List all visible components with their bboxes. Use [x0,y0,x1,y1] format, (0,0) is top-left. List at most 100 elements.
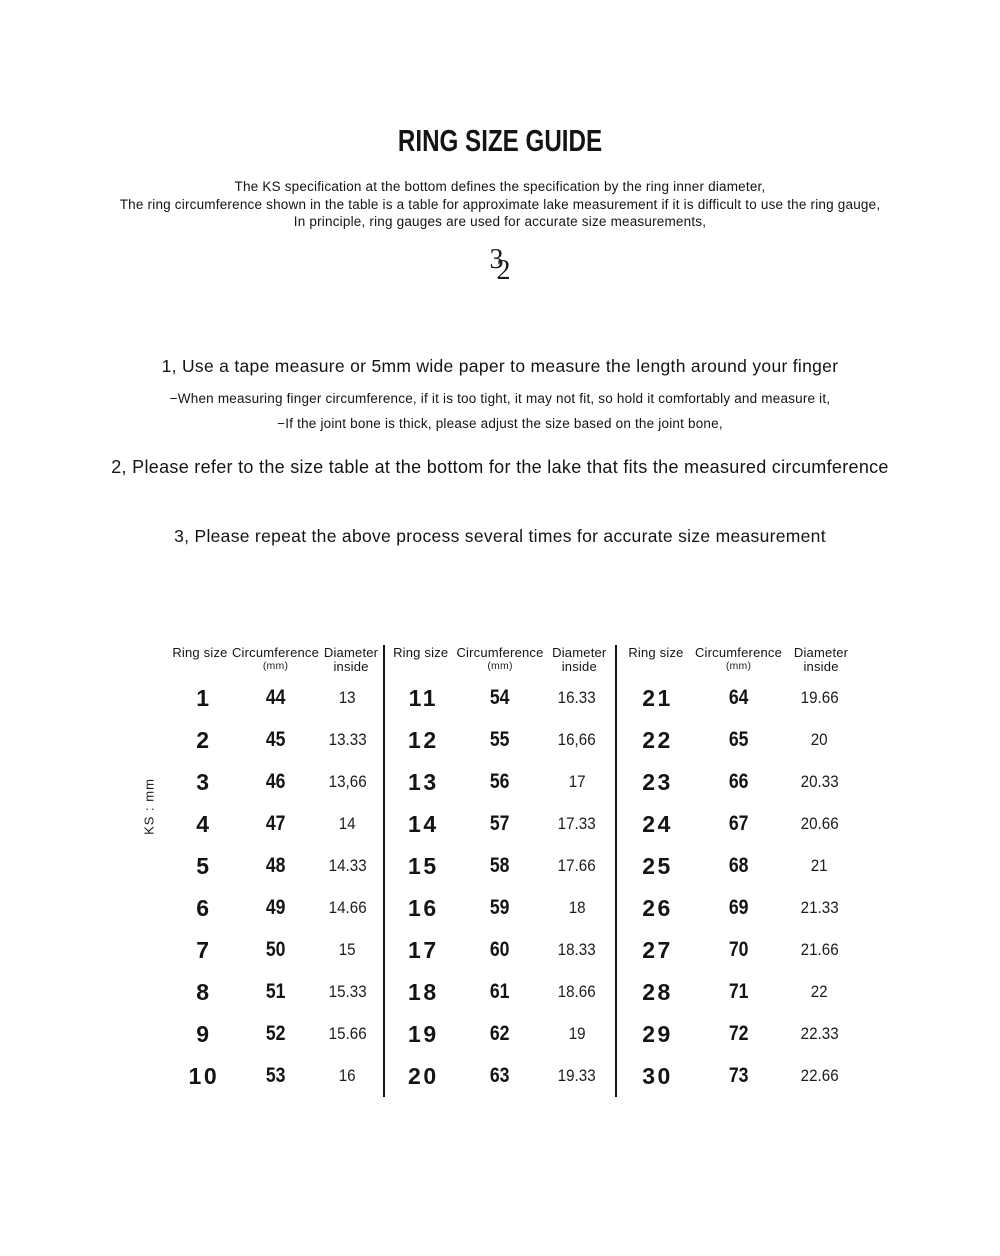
ring-size-value: 30 [642,1062,673,1089]
table-row: 7 50 15 [168,929,383,971]
table-row: 17 60 18.33 [385,929,615,971]
table-row: 26 69 21.33 [617,887,860,929]
circumference-value: 52 [265,1022,286,1045]
diameter-value: 18.33 [557,940,596,959]
ring-size-value: 16 [408,894,439,921]
ring-size-value: 18 [408,978,439,1005]
circumference-value: 70 [728,938,749,961]
table-group-1-10: Ring size Circumference (mm) Diameter in… [168,645,385,1097]
diameter-value: 20.33 [800,772,839,791]
table-rows: 1 44 13 2 45 13.33 3 46 13,66 4 47 14 5 … [168,677,383,1097]
col-header-label: Ring size [172,645,228,660]
step-2-text: 2, Please refer to the size table at the… [111,457,889,477]
ring-size-value: 21 [642,684,673,711]
table-row: 1 44 13 [168,677,383,719]
unit-label-ks-mm: KS : mm [141,778,157,835]
circumference-value: 69 [728,896,749,919]
table-row: 11 54 16.33 [385,677,615,719]
col-header-ring-size: Ring size [385,645,456,677]
table-rows: 11 54 16.33 12 55 16,66 13 56 17 14 57 1… [385,677,615,1097]
col-header-diameter: Diameter inside [782,645,860,677]
diameter-value: 18 [568,898,586,917]
table-row: 30 73 22.66 [617,1055,860,1097]
col-header-label: inside [561,659,597,674]
circumference-value: 68 [728,854,749,877]
ornament-digit-bottom: 2 [496,255,511,286]
ring-size-value: 5 [196,852,212,879]
table-row: 25 68 21 [617,845,860,887]
circumference-value: 63 [490,1064,510,1087]
ring-size-value: 22 [642,726,673,753]
ring-size-value: 11 [408,684,438,711]
table-row: 3 46 13,66 [168,761,383,803]
table-row: 5 48 14.33 [168,845,383,887]
ring-size-value: 12 [408,726,439,753]
ring-size-value: 2 [196,726,212,753]
circumference-value: 72 [728,1022,749,1045]
ring-size-value: 27 [642,936,673,963]
circumference-value: 57 [490,812,510,835]
diameter-value: 22.33 [800,1024,839,1043]
circumference-value: 62 [490,1022,510,1045]
table-row: 6 49 14.66 [168,887,383,929]
col-header-circumference: Circumference (mm) [232,645,319,677]
ring-size-value: 25 [642,852,673,879]
ring-size-value: 24 [642,810,673,837]
table-group-21-30: Ring size Circumference (mm) Diameter in… [617,645,860,1097]
table-row: 4 47 14 [168,803,383,845]
circumference-value: 61 [490,980,510,1003]
intro-line: The KS specification at the bottom defin… [234,179,766,194]
diameter-value: 19 [568,1024,586,1043]
diameter-value: 14 [338,814,356,833]
table-row: 22 65 20 [617,719,860,761]
table-row: 15 58 17.66 [385,845,615,887]
col-header-ring-size: Ring size [617,645,695,677]
circumference-value: 73 [728,1064,749,1087]
circumference-value: 45 [265,728,286,751]
col-header-label: Diameter [793,645,849,660]
diameter-value: 14.66 [328,898,367,917]
table-row: 28 71 22 [617,971,860,1013]
table-row: 27 70 21.66 [617,929,860,971]
page-title: RING SIZE GUIDE [397,123,603,158]
col-header-label: Ring size [393,645,449,660]
ring-size-value: 29 [642,1020,673,1047]
circumference-value: 64 [728,686,749,709]
table-row: 23 66 20.33 [617,761,860,803]
table-header-row: Ring size Circumference (mm) Diameter in… [617,645,860,677]
circumference-value: 66 [728,770,749,793]
circumference-value: 54 [490,686,510,709]
diameter-value: 17.66 [557,856,596,875]
diameter-value: 17 [568,772,586,791]
col-header-diameter: Diameter inside [319,645,383,677]
diameter-value: 22 [811,982,828,1001]
col-header-label: inside [803,659,839,674]
circumference-value: 44 [265,686,286,709]
step-1-note: −If the joint bone is thick, please adju… [277,416,723,431]
col-header-label: Diameter [552,645,607,660]
ring-size-value: 3 [196,768,212,795]
ring-size-value: 9 [196,1020,212,1047]
table-row: 13 56 17 [385,761,615,803]
circumference-value: 59 [490,896,510,919]
stacked-digits-ornament: 32 [0,244,1000,286]
circumference-value: 65 [728,728,749,751]
table-group-11-20: Ring size Circumference (mm) Diameter in… [385,645,617,1097]
ring-size-value: 23 [642,768,673,795]
ring-size-value: 19 [408,1020,439,1047]
diameter-value: 22.66 [800,1066,839,1085]
diameter-value: 20 [811,730,828,749]
diameter-value: 13 [338,688,356,707]
ring-size-value: 13 [408,768,439,795]
ring-size-value: 4 [196,810,212,837]
col-header-label: Circumference [231,645,320,660]
circumference-value: 48 [265,854,286,877]
col-header-diameter: Diameter inside [544,645,615,677]
table-row: 19 62 19 [385,1013,615,1055]
ring-size-value: 28 [642,978,673,1005]
ring-size-value: 10 [188,1062,220,1089]
table-row: 18 61 18.66 [385,971,615,1013]
intro-line: In principle, ring gauges are used for a… [293,214,707,229]
col-header-unit: (mm) [725,660,752,672]
step-1-text: 1, Use a tape measure or 5mm wide paper … [161,356,839,376]
